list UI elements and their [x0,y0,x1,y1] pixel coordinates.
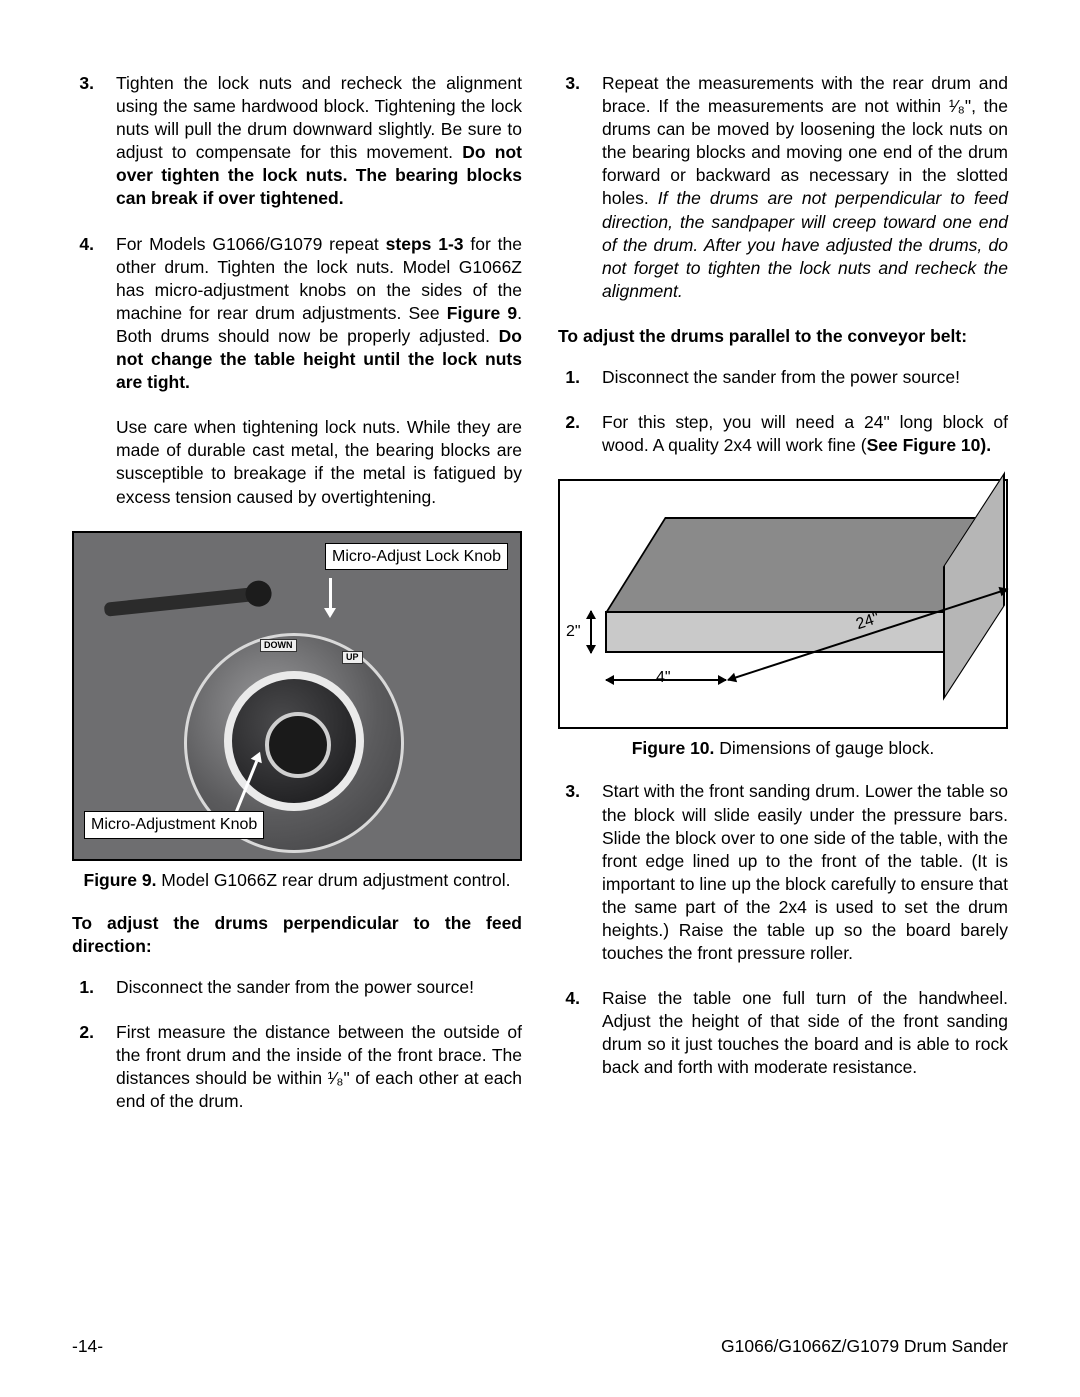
parallel-step-4: 4. Raise the table one full turn of the … [558,987,1008,1079]
text-bold: steps 1-3 [386,234,464,254]
figure-label-top: Micro-Adjust Lock Knob [325,543,508,570]
page-number: -14- [72,1336,103,1357]
caption-bold: Figure 9. [84,870,157,890]
step-body: Repeat the measurements with the rear dr… [602,72,1008,303]
arrow-icon [329,578,332,612]
step-body: Start with the front sanding drum. Lower… [602,780,1008,965]
step-body: Tighten the lock nuts and recheck the al… [116,72,522,211]
parallel-step-2: 2. For this step, you will need a 24" lo… [558,411,1008,457]
section-heading: To adjust the drums perpendicular to the… [72,912,522,958]
page: 3. Tighten the lock nuts and recheck the… [0,0,1080,1397]
figure-10: 2" 4" 24" [558,479,1008,729]
step-body: For Models G1066/G1079 repeat steps 1-3 … [116,233,522,395]
right-column: 3. Repeat the measurements with the rear… [558,72,1008,1300]
step-number: 1. [558,366,580,389]
step-body: Disconnect the sander from the power sou… [116,976,522,999]
block-front-face [605,611,945,653]
up-label: UP [342,651,363,665]
step-number: 3. [558,780,580,965]
lever-graphic [104,587,255,617]
step-number: 4. [72,233,94,395]
left-step-4: 4. For Models G1066/G1079 repeat steps 1… [72,233,522,395]
step-number: 3. [558,72,580,303]
section-heading: To adjust the drums parallel to the conv… [558,325,1008,348]
text-bold: Figure 9 [447,303,517,323]
text: For Models G1066/G1079 repeat [116,234,386,254]
step-number: 1. [72,976,94,999]
perp-step-3: 3. Repeat the measurements with the rear… [558,72,1008,303]
dim-line-2in [590,611,592,653]
down-label: DOWN [260,639,297,653]
figure-label-bottom: Micro-Adjustment Knob [84,811,264,838]
figure-10-caption: Figure 10. Dimensions of gauge block. [558,737,1008,760]
dim-2in: 2" [566,621,581,642]
left-column: 3. Tighten the lock nuts and recheck the… [72,72,522,1300]
step-number: 2. [558,411,580,457]
step-body: For this step, you will need a 24" long … [602,411,1008,457]
footer-title: G1066/G1066Z/G1079 Drum Sander [721,1336,1008,1357]
parallel-step-3: 3. Start with the front sanding drum. Lo… [558,780,1008,965]
left-step-3: 3. Tighten the lock nuts and recheck the… [72,72,522,211]
text-bold: See Figure 10). [867,435,992,455]
perp-step-1: 1. Disconnect the sander from the power … [72,976,522,999]
text-italic: If the drums are not perpendicular to fe… [602,188,1008,300]
step-number: 4. [558,987,580,1079]
page-footer: -14- G1066/G1066Z/G1079 Drum Sander [72,1336,1008,1357]
step-body: Disconnect the sander from the power sou… [602,366,1008,389]
parallel-step-1: 1. Disconnect the sander from the power … [558,366,1008,389]
figure-9-caption: Figure 9. Model G1066Z rear drum adjustm… [72,869,522,892]
two-column-layout: 3. Tighten the lock nuts and recheck the… [72,72,1008,1300]
step-body: Raise the table one full turn of the han… [602,987,1008,1079]
figure-9: DOWN UP Micro-Adjust Lock Knob Micro-Adj… [72,531,522,861]
step-body: First measure the distance between the o… [116,1021,522,1113]
dim-4in: 4" [656,667,671,688]
heading-text: To adjust the drums perpendicular to the… [72,913,522,956]
caption-text: Dimensions of gauge block. [714,738,934,758]
block-side-face [943,472,1005,701]
heading-text: To adjust the drums parallel to the conv… [558,326,967,346]
caption-text: Model G1066Z rear drum adjustment contro… [156,870,510,890]
step-number: 2. [72,1021,94,1113]
caption-bold: Figure 10. [632,738,715,758]
step-number: 3. [72,72,94,211]
left-paragraph: Use care when tightening lock nuts. Whil… [116,416,522,508]
perp-step-2: 2. First measure the distance between th… [72,1021,522,1113]
